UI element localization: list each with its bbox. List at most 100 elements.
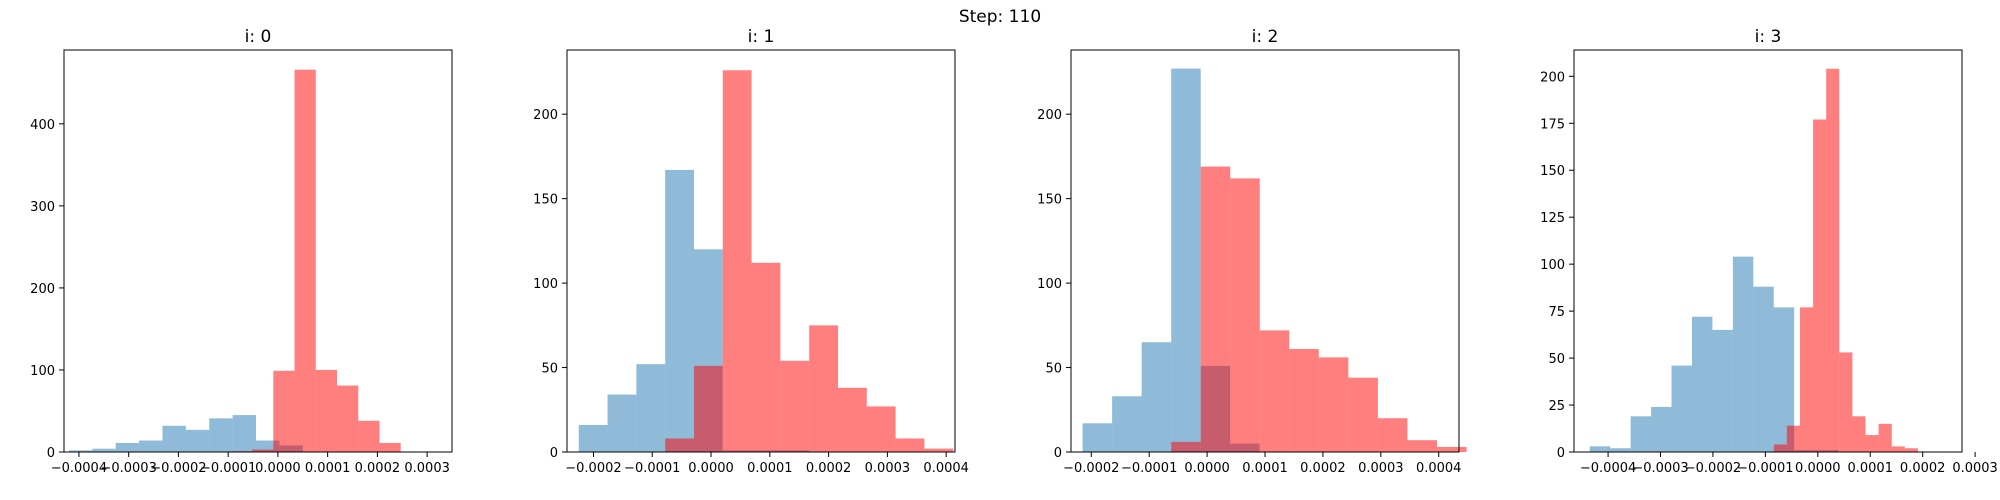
x-tick-label: 0.0003 xyxy=(1952,461,1998,476)
y-tick-label: 50 xyxy=(541,362,558,377)
histogram-bar xyxy=(1171,68,1201,452)
axes-frame xyxy=(1573,49,1963,453)
x-tick-label: 0.0000 xyxy=(1184,461,1230,476)
histogram-bar xyxy=(1651,406,1672,452)
x-tick-label: −0.0003 xyxy=(1632,461,1688,476)
histogram-bar xyxy=(252,449,274,452)
x-tick-label: 0.0002 xyxy=(1300,461,1346,476)
histogram-bar xyxy=(780,360,810,452)
histogram-bar xyxy=(337,385,359,452)
histogram-bar xyxy=(1141,342,1172,452)
histogram-bar xyxy=(1891,446,1905,452)
panel-title: i: 0 xyxy=(245,27,272,47)
histogram-bar xyxy=(636,364,666,452)
x-tick-label: −0.0002 xyxy=(565,461,621,476)
x-tick-label: 0.0002 xyxy=(355,461,401,476)
y-tick-label: 100 xyxy=(533,277,558,292)
x-tick-label: −0.0002 xyxy=(1685,461,1741,476)
histogram-bar xyxy=(693,365,723,452)
x-tick-label: 0.0004 xyxy=(1416,461,1462,476)
histogram-bar xyxy=(1865,435,1879,452)
histogram-bar xyxy=(1230,178,1260,452)
histogram-bar xyxy=(809,325,839,452)
histogram-bar xyxy=(1407,440,1437,452)
histogram-bar xyxy=(1839,352,1853,452)
histogram-bar xyxy=(665,438,694,452)
histogram-bar xyxy=(751,262,781,452)
histogram-bar xyxy=(722,70,752,453)
histogram-bar xyxy=(1171,441,1201,452)
histogram-bar xyxy=(294,69,316,452)
y-tick-label: 150 xyxy=(1037,193,1062,208)
histogram-bar xyxy=(1259,330,1290,452)
histogram-bar xyxy=(1082,423,1113,452)
histogram-bar xyxy=(115,442,140,452)
histogram-bar xyxy=(838,387,867,452)
y-tick-label: 0 xyxy=(47,446,55,461)
histogram-bar xyxy=(1112,396,1142,452)
x-tick-label: 0.0001 xyxy=(747,461,793,476)
histogram-bar xyxy=(1826,68,1840,452)
histogram-bar xyxy=(1878,423,1892,452)
histogram-bar xyxy=(1813,119,1827,452)
x-tick-label: −0.0004 xyxy=(51,461,107,476)
histogram-bar xyxy=(379,442,401,452)
y-tick-label: 200 xyxy=(1037,108,1062,123)
x-tick-label: −0.0001 xyxy=(624,461,680,476)
x-tick-label: −0.0001 xyxy=(1121,461,1177,476)
x-tick-label: 0.0001 xyxy=(1847,461,1893,476)
y-tick-label: 100 xyxy=(1540,258,1565,273)
y-tick-label: 100 xyxy=(30,364,55,379)
histogram-bar xyxy=(1786,425,1800,452)
histogram-bar xyxy=(273,370,295,452)
histogram-bar xyxy=(232,415,257,452)
histogram-bar xyxy=(162,425,186,452)
panel-title: i: 1 xyxy=(748,27,775,47)
histogram-bar xyxy=(256,440,280,452)
y-tick-label: 0 xyxy=(1557,446,1565,461)
y-tick-label: 200 xyxy=(533,108,558,123)
x-tick-label: −0.0003 xyxy=(100,461,156,476)
y-tick-label: 200 xyxy=(1540,70,1565,85)
y-tick-label: 25 xyxy=(1548,399,1565,414)
histogram-bar xyxy=(1799,307,1814,452)
x-tick-label: −0.0001 xyxy=(1737,461,1793,476)
histogram-bar xyxy=(1377,418,1408,452)
histogram-bar xyxy=(185,429,210,452)
x-tick-label: 0.0001 xyxy=(305,461,351,476)
histogram-bar xyxy=(1671,365,1692,452)
histogram-bar xyxy=(578,424,608,452)
histogram-bar xyxy=(1436,446,1467,452)
x-tick-label: 0.0003 xyxy=(865,461,911,476)
axes-frame xyxy=(63,49,453,453)
x-tick-label: 0.0001 xyxy=(1242,461,1288,476)
histogram-bar xyxy=(866,406,896,452)
histogram-bar xyxy=(1289,348,1319,452)
x-tick-label: 0.0002 xyxy=(1900,461,1946,476)
panel-title: i: 2 xyxy=(1252,27,1279,47)
x-tick-label: 0.0000 xyxy=(255,461,301,476)
x-tick-label: 0.0002 xyxy=(806,461,852,476)
x-tick-label: −0.0002 xyxy=(1063,461,1119,476)
histogram-bar xyxy=(1712,329,1733,452)
histogram-bar xyxy=(1732,256,1754,452)
histogram-bar xyxy=(1773,307,1795,452)
histogram-bar xyxy=(1753,286,1774,452)
histogram-bar xyxy=(607,394,637,452)
histogram-bar xyxy=(1852,416,1866,452)
histogram-bar xyxy=(209,418,233,452)
y-tick-label: 150 xyxy=(533,193,558,208)
x-tick-label: 0.0003 xyxy=(1358,461,1404,476)
y-tick-label: 50 xyxy=(1045,362,1062,377)
y-tick-label: 400 xyxy=(30,118,55,133)
histogram-bar xyxy=(358,420,380,452)
y-tick-label: 0 xyxy=(1054,446,1062,461)
x-tick-label: 0.0000 xyxy=(1795,461,1841,476)
histogram-bar xyxy=(139,440,163,452)
y-tick-label: 75 xyxy=(1548,305,1565,320)
y-tick-label: 150 xyxy=(1540,164,1565,179)
histogram-bar xyxy=(1630,416,1652,452)
x-tick-label: 0.0003 xyxy=(404,461,450,476)
histogram-bar xyxy=(1904,448,1918,452)
